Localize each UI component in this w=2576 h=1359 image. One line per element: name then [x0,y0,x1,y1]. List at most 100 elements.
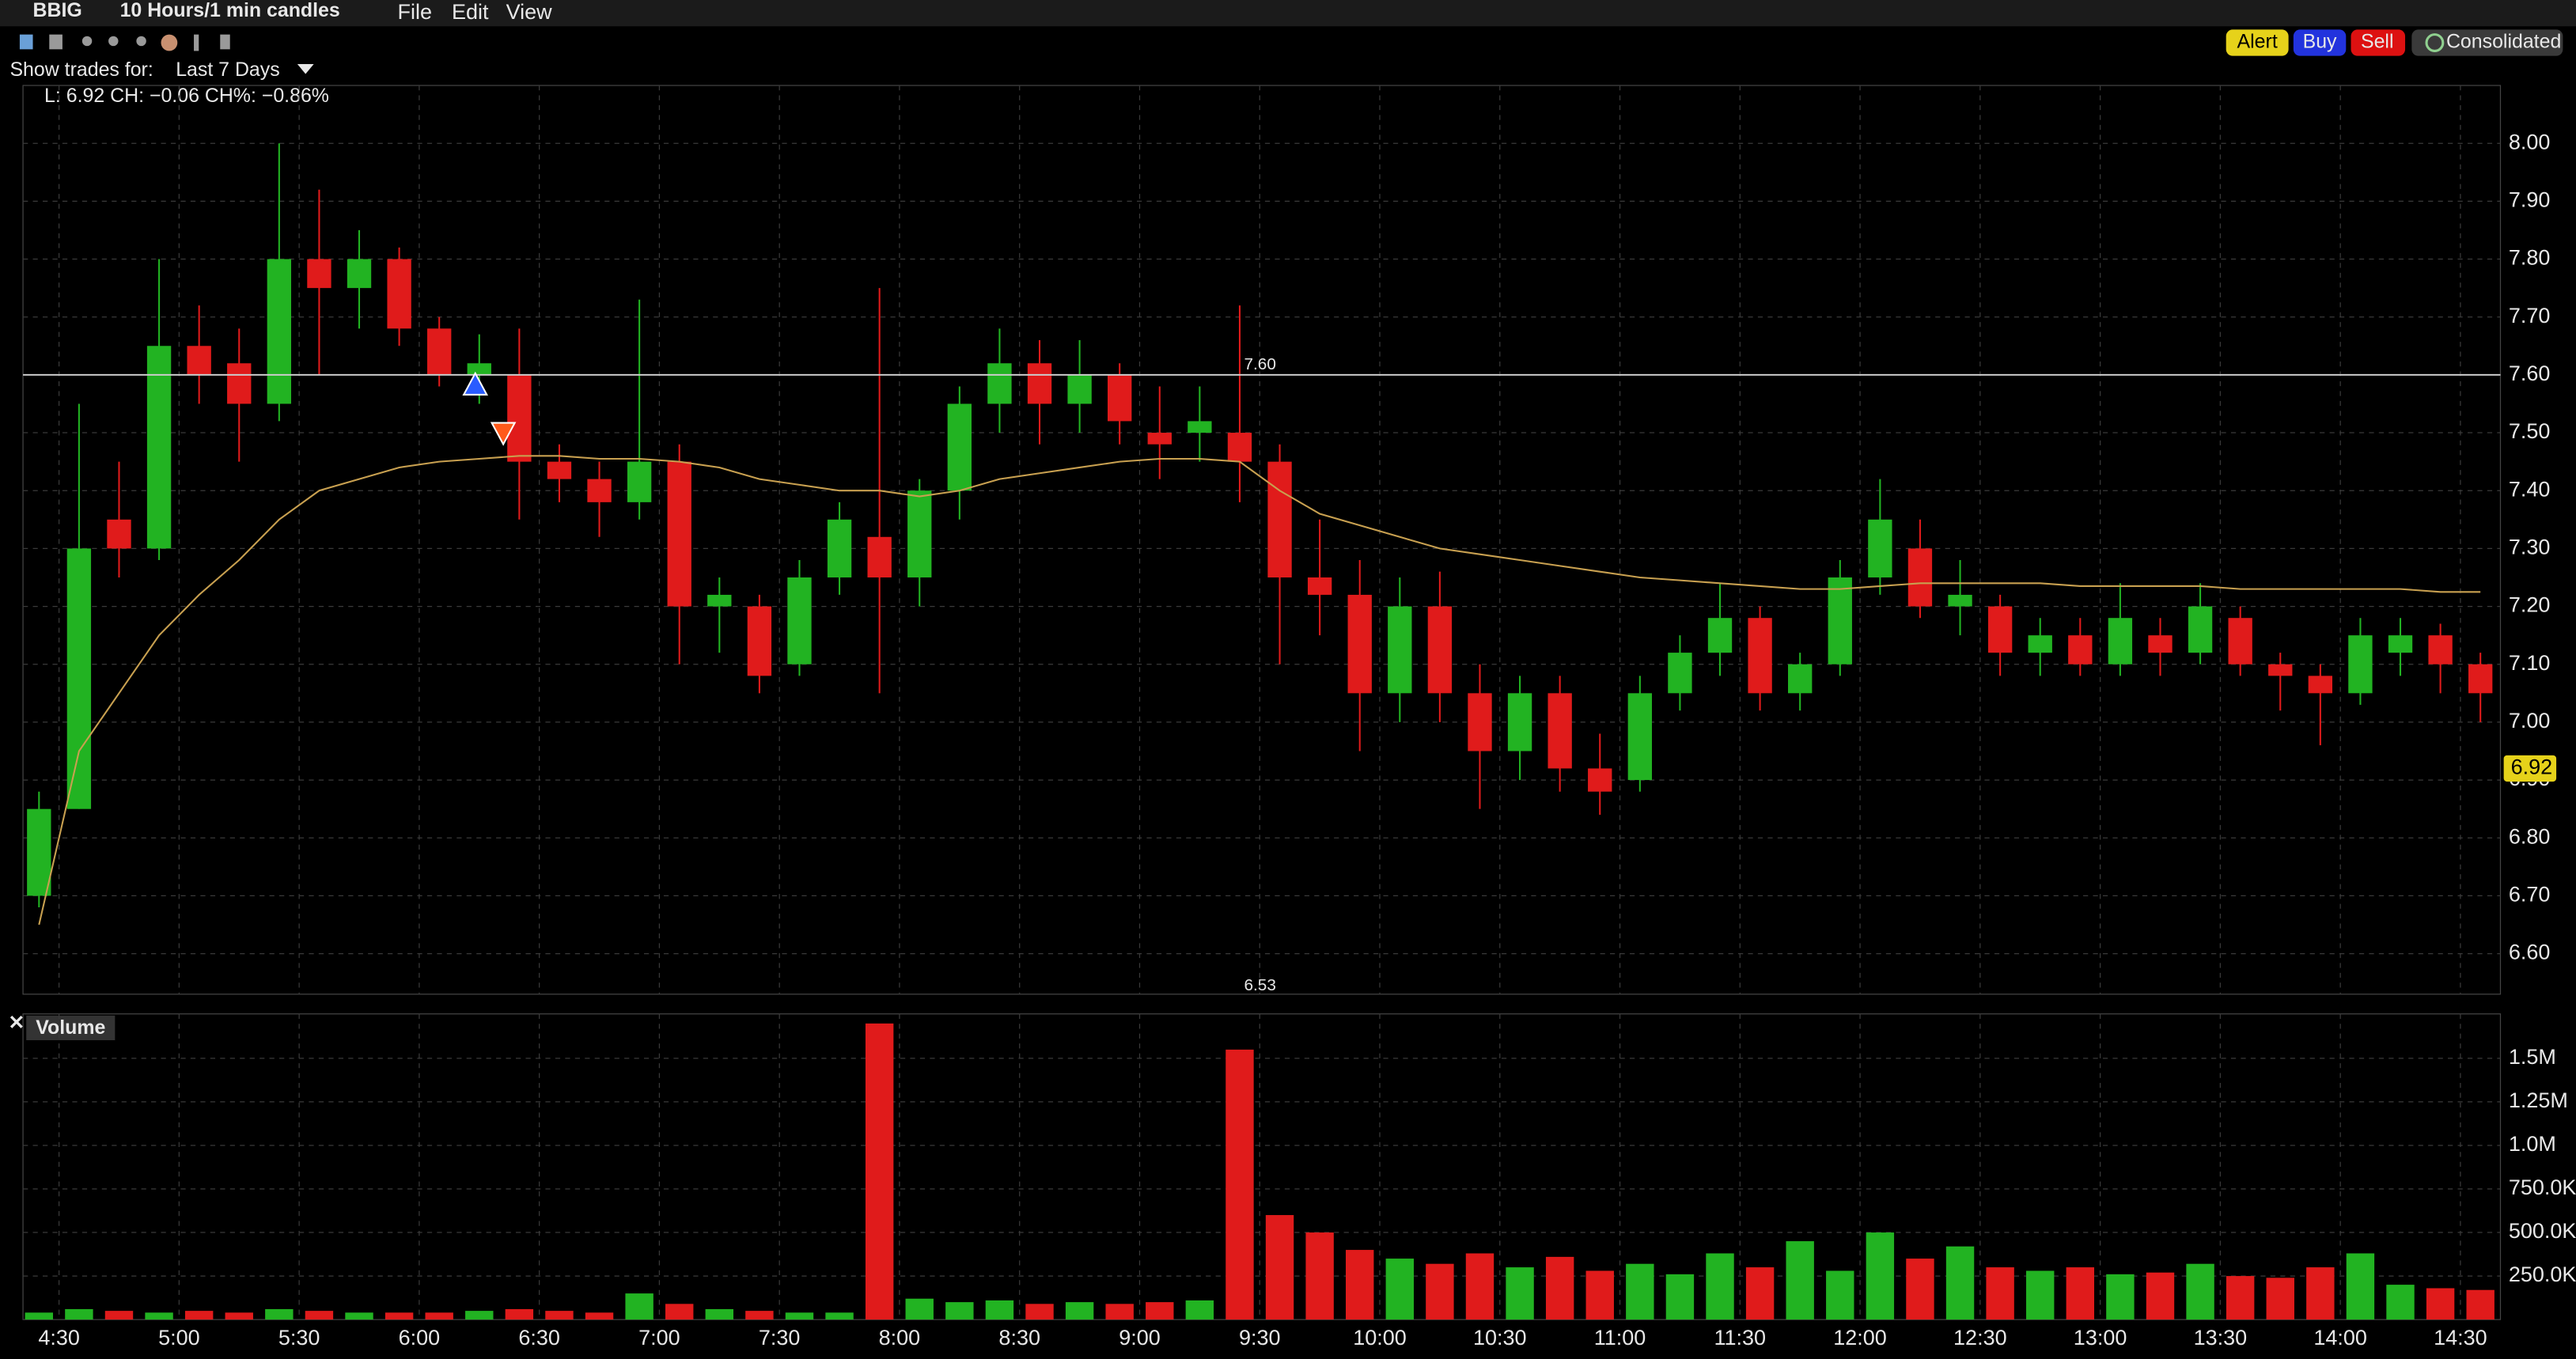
candle-body [146,346,172,549]
dropdown-arrow[interactable] [297,64,314,74]
y-tick-label: 7.20 [2509,593,2551,617]
candle-body [467,363,491,375]
volume-bar [1105,1304,1134,1320]
volume-bar [184,1311,214,1320]
candle-body [1588,768,1612,792]
sell-label[interactable]: Sell [2361,31,2394,53]
candle-body [2308,676,2333,694]
candle-body [1707,618,1733,653]
price-pane [22,85,2502,995]
candle-body [827,519,852,577]
close-volume[interactable]: ✕ [8,1012,25,1034]
x-tick-label: 7:30 [759,1326,801,1350]
candle-body [2028,635,2052,653]
candle-body [1067,374,1092,404]
volume-bar [465,1311,494,1320]
symbol[interactable]: BBIG [33,0,82,21]
y-tick-label: 7.30 [2509,536,2551,559]
volume-bar [2466,1289,2495,1320]
candle-body [1507,693,1532,751]
x-tick-label: 13:00 [2074,1326,2127,1350]
volume-bar [785,1312,814,1320]
volume-bar [985,1300,1014,1320]
volume-bar [1945,1246,1975,1320]
candle-body [1188,421,1212,433]
volume-tick-label: 500.0K [2509,1219,2576,1243]
volume-bar [265,1308,294,1320]
trades-period[interactable]: Last 7 Days [176,59,279,81]
y-tick-label: 7.40 [2509,477,2551,501]
x-tick-label: 8:00 [879,1326,921,1350]
sell-button[interactable] [2351,29,2406,56]
volume-bar [2226,1276,2255,1320]
volume-bar [2026,1270,2055,1320]
candle-body [2108,618,2133,664]
x-tick-label: 14:00 [2313,1326,2367,1350]
x-tick-label: 6:00 [399,1326,441,1350]
volume-tick-label: 250.0K [2509,1262,2576,1286]
candle-body [1907,548,1933,607]
menu-file[interactable]: File [398,0,433,24]
volume-bar [1185,1300,1214,1320]
candle-body [1307,577,1332,595]
y-tick-label: 7.00 [2509,709,2551,732]
y-tick-label: 7.10 [2509,651,2551,675]
volume-tick-label: 1.25M [2509,1088,2568,1112]
candle-body [587,479,612,502]
volume-bar [2146,1272,2175,1320]
candle-body [307,259,331,289]
x-tick-label: 9:30 [1239,1326,1281,1350]
volume-bar [2426,1288,2455,1320]
info-line: L: 6.92 CH: −0.06 CH%: −0.86% [44,85,329,107]
volume-bar [1346,1250,1374,1320]
alert-label[interactable]: Alert [2237,31,2278,53]
candle-body [987,363,1012,404]
buy-button[interactable] [2293,29,2347,56]
volume-title: Volume [36,1016,105,1039]
volume-bar [305,1311,334,1320]
buy-label[interactable]: Buy [2303,31,2337,53]
menu-edit[interactable]: Edit [452,0,489,24]
volume-bar [1305,1232,1334,1320]
volume-tick-label: 1.5M [2509,1045,2556,1069]
x-tick-label: 11:00 [1594,1326,1646,1350]
alert-button[interactable] [2226,29,2289,56]
volume-tick-label: 1.0M [2509,1132,2556,1156]
volume-bar [1826,1270,1854,1320]
vwap-line [38,455,2481,926]
menu-view[interactable]: View [506,0,553,24]
x-tick-label: 10:30 [1473,1326,1527,1350]
volume-bar [2386,1285,2415,1320]
title-bar [0,0,2576,27]
candle-body [1227,433,1252,462]
consolidated-label[interactable]: Consolidated [2446,31,2561,53]
volume-bar [745,1311,774,1320]
volume-bar [625,1293,653,1320]
candle-body [787,577,812,664]
x-tick-label: 6:30 [518,1326,560,1350]
consolidated-button[interactable] [2411,29,2563,56]
x-tick-label: 4:30 [38,1326,80,1350]
candle-body [1147,433,1172,445]
candle-body [547,461,572,479]
volume-bar [2186,1263,2214,1320]
volume-bar [1065,1302,1094,1320]
candle-body [1948,594,1972,607]
volume-bar [1146,1302,1174,1320]
toolbar-icons[interactable] [19,34,230,51]
candle-body [2188,606,2213,653]
trade-marker [490,422,517,446]
candle-body [707,594,732,607]
volume-bar [225,1312,253,1320]
period[interactable]: 10 Hours/1 min candles [120,0,340,21]
y-tick-label: 7.70 [2509,304,2551,327]
x-tick-label: 13:30 [2194,1326,2248,1350]
volume-bar [945,1302,974,1320]
last-price-label: 6.92 [2511,755,2553,779]
volume-bar [1745,1267,1775,1320]
volume-bar [1265,1215,1294,1320]
trade-marker [462,371,488,396]
y-tick-label: 7.60 [2509,362,2551,385]
x-tick-label: 5:00 [158,1326,200,1350]
candle-body [347,259,372,289]
